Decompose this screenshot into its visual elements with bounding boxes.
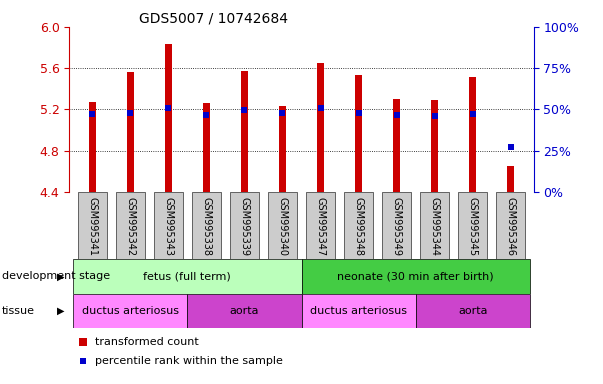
Text: transformed count: transformed count [95, 337, 198, 347]
Text: GSM995347: GSM995347 [315, 197, 326, 257]
Bar [241, 71, 248, 192]
Bar [203, 103, 210, 192]
Text: GSM995349: GSM995349 [391, 197, 402, 257]
Bar [458, 192, 487, 259]
Text: percentile rank within the sample: percentile rank within the sample [95, 356, 283, 366]
Text: GSM995340: GSM995340 [277, 197, 288, 257]
Text: GSM995348: GSM995348 [353, 197, 364, 257]
Text: fetus (full term): fetus (full term) [144, 271, 231, 281]
Bar [268, 192, 297, 259]
Bar [154, 192, 183, 259]
Bar [306, 192, 335, 259]
Bar [89, 102, 96, 192]
Text: aorta: aorta [230, 306, 259, 316]
Text: GSM995342: GSM995342 [125, 197, 135, 257]
Text: GSM995339: GSM995339 [239, 197, 250, 257]
Text: GSM995345: GSM995345 [468, 197, 478, 257]
Text: ▶: ▶ [57, 306, 64, 316]
Bar [496, 192, 525, 259]
Bar [431, 100, 438, 192]
Bar [165, 45, 172, 192]
Bar [127, 72, 134, 192]
Bar [355, 75, 362, 192]
Bar [279, 106, 286, 192]
Bar [73, 294, 188, 328]
Bar [420, 192, 449, 259]
Bar [78, 192, 107, 259]
Bar [393, 99, 400, 192]
Text: tissue: tissue [2, 306, 35, 316]
Text: aorta: aorta [458, 306, 487, 316]
Bar [317, 63, 324, 192]
Text: neonate (30 min after birth): neonate (30 min after birth) [337, 271, 494, 281]
Bar [507, 166, 514, 192]
Text: ▶: ▶ [57, 271, 64, 281]
Text: GSM995346: GSM995346 [506, 197, 516, 257]
Bar [415, 294, 530, 328]
Bar [230, 192, 259, 259]
Text: GSM995338: GSM995338 [201, 197, 212, 257]
Text: GSM995343: GSM995343 [163, 197, 173, 257]
Bar [73, 259, 302, 294]
Text: development stage: development stage [2, 271, 110, 281]
Bar [116, 192, 145, 259]
Text: GSM995341: GSM995341 [87, 197, 97, 257]
Bar [344, 192, 373, 259]
Text: GSM995344: GSM995344 [430, 197, 440, 257]
Bar [188, 294, 302, 328]
Text: GDS5007 / 10742684: GDS5007 / 10742684 [139, 12, 288, 26]
Bar [382, 192, 411, 259]
Bar [469, 78, 476, 192]
Text: ductus arteriosus: ductus arteriosus [82, 306, 178, 316]
Bar [302, 294, 415, 328]
Bar [192, 192, 221, 259]
Text: ductus arteriosus: ductus arteriosus [310, 306, 407, 316]
Bar [302, 259, 530, 294]
